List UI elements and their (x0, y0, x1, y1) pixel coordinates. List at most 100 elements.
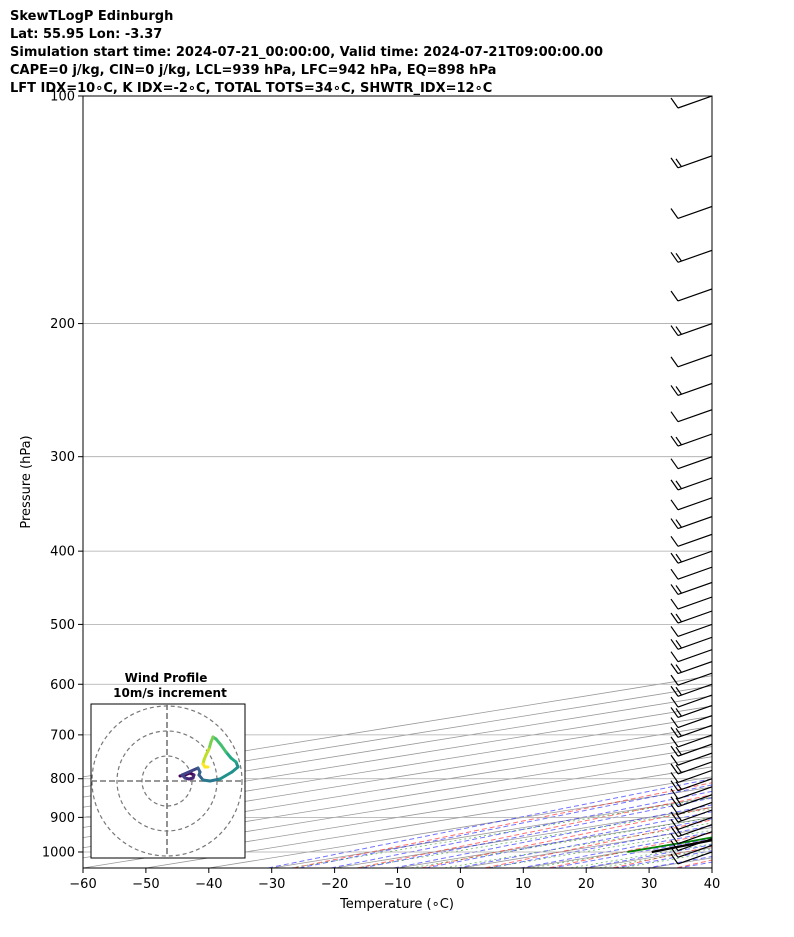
dewpoint-profile (627, 836, 712, 853)
isotherm-line (83, 715, 712, 818)
wind-barb (670, 636, 712, 650)
wind-barb (670, 831, 712, 845)
inset-title: Wind Profile (125, 671, 208, 685)
wind-barb (670, 661, 712, 675)
isotherm-line (208, 786, 712, 868)
wind-barb (670, 786, 712, 800)
parcel-profile (651, 838, 712, 854)
y-tick-label: 400 (50, 545, 75, 560)
x-tick-label: −20 (321, 877, 348, 892)
isotherm-line (649, 857, 712, 868)
wind-barb (670, 205, 712, 220)
indices-line: LFT IDX=10∘C, K IDX=-2∘C, TOTAL TOTS=34∘… (10, 81, 493, 96)
moist-adiabat (454, 818, 712, 868)
y-tick-label: 900 (50, 811, 75, 826)
moist-adiabat (423, 811, 712, 868)
isotherm-line (271, 796, 712, 868)
wind-barb (670, 566, 712, 580)
isotherm-line (460, 827, 712, 868)
moist-adiabat (581, 844, 712, 868)
y-tick-label: 800 (50, 772, 75, 787)
cape-shaded-area (651, 839, 712, 852)
isotherm-line (83, 675, 712, 778)
wind-barb (670, 354, 712, 368)
isotherm-line (523, 837, 712, 868)
moist-adiabat (359, 797, 712, 868)
wind-barb (670, 743, 712, 757)
wind-barb (670, 794, 712, 808)
y-tick-label: 500 (50, 618, 75, 633)
x-tick-label: 40 (704, 877, 721, 892)
moist-adiabat (265, 778, 712, 868)
hodograph-segment (208, 777, 222, 783)
simulation-time: Simulation start time: 2024-07-21_00:00:… (10, 45, 603, 60)
moist-adiabat (328, 790, 712, 868)
dry-adiabat (482, 819, 712, 868)
wind-barb (670, 288, 712, 302)
wind-barb (670, 761, 712, 775)
dry-adiabat (790, 96, 794, 871)
isotherm-line (334, 806, 712, 868)
wind-barb (670, 801, 712, 816)
wind-barb (670, 752, 712, 766)
x-tick-label: −30 (258, 877, 285, 892)
x-tick-label: −60 (69, 877, 96, 892)
isotherm-line (83, 685, 712, 788)
dry-adiabat (545, 832, 712, 868)
wind-barb (670, 809, 712, 823)
cape-cin-line: CAPE=0 j/kg, CIN=0 j/kg, LCL=939 hPa, LF… (10, 63, 497, 78)
x-tick-label: −40 (195, 877, 222, 892)
wind-barb (670, 155, 712, 169)
wind-barb (670, 844, 712, 858)
title: SkewTLogP Edinburgh (10, 9, 174, 24)
wind-barb (670, 769, 712, 783)
wind-barb (670, 649, 712, 663)
x-tick-label: 30 (641, 877, 658, 892)
temperature-profile (651, 838, 712, 853)
isotherm-line (711, 867, 712, 868)
y-axis-label: Pressure (hPa) (19, 435, 34, 528)
wind-barb (670, 409, 712, 423)
isotherm-line (397, 816, 712, 868)
y-tick-label: 700 (50, 728, 75, 743)
wind-barb (670, 778, 712, 792)
chart-header: SkewTLogP Edinburgh Lat: 55.95 Lon: -3.3… (10, 8, 603, 98)
wind-barb (670, 838, 712, 852)
wind-barb (670, 596, 712, 610)
wind-barb (670, 704, 712, 719)
y-tick-label: 200 (50, 317, 75, 332)
wind-barb (670, 734, 712, 748)
mixing-ratio-line (408, 817, 712, 868)
mixing-ratio-line (288, 797, 712, 868)
wind-barb (670, 382, 712, 396)
y-tick-label: 1000 (42, 845, 75, 860)
wind-barb (670, 714, 712, 729)
y-tick-label: 300 (50, 450, 75, 465)
wind-barb (670, 533, 712, 547)
inset-subtitle: 10m/s increment (113, 686, 227, 700)
wind-barb (670, 581, 712, 596)
isotherm-line (83, 725, 712, 828)
isotherm-line (83, 736, 712, 839)
wind-barb (670, 550, 712, 564)
wind-barb (670, 433, 712, 447)
dry-adiabat (726, 96, 794, 871)
wind-barb (670, 824, 712, 838)
isotherm-line (83, 705, 712, 808)
x-tick-label: 10 (515, 877, 532, 892)
mixing-ratio-line (353, 808, 712, 868)
wind-barb (670, 724, 712, 738)
wind-barb (670, 249, 712, 263)
y-tick-label: 100 (50, 90, 75, 105)
x-tick-label: 0 (456, 877, 464, 892)
wind-barb (670, 694, 712, 708)
wind-barb (670, 515, 712, 530)
hodograph-segment (180, 766, 200, 777)
x-tick-label: −50 (132, 877, 159, 892)
y-tick-label: 600 (50, 678, 75, 693)
moist-adiabat (391, 804, 712, 868)
wind-barb (670, 96, 712, 109)
moist-adiabat (296, 784, 712, 868)
wind-barb (670, 623, 712, 637)
